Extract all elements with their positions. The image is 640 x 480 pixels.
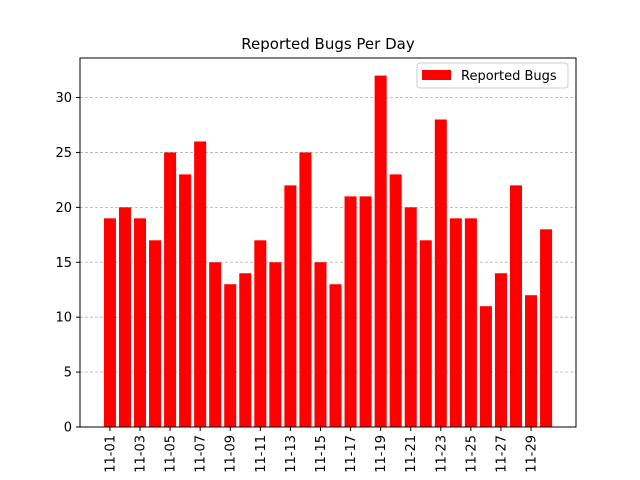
plot-frame [79,57,577,428]
bar-11-07 [194,141,207,427]
legend: Reported Bugs [416,62,569,89]
bar-11-29 [525,295,538,427]
bar-11-22 [419,240,432,427]
bar-11-04 [149,240,162,427]
bar-11-26 [479,306,492,427]
x-tick-label: 11-11 [254,435,269,473]
y-tick-label: 15 [55,256,72,271]
x-tick-label: 11-25 [464,435,479,473]
bar-11-18 [359,196,372,427]
x-tick-label: 11-17 [344,435,359,473]
bar-11-09 [224,284,237,427]
bar-11-28 [509,185,523,427]
chart-title: Reported Bugs Per Day [241,35,415,53]
bar-11-30 [540,229,553,427]
y-tick-label: 25 [55,146,72,161]
x-tick-label: 11-15 [314,435,329,473]
bar-11-25 [464,218,477,427]
bar-11-27 [494,273,507,427]
y-tick-label: 5 [64,366,72,381]
bar-11-21 [404,207,417,427]
x-tick-label: 11-07 [194,435,209,473]
bar-11-11 [254,240,267,427]
bar-11-14 [299,152,312,428]
y-axis: 0 5 10 15 20 25 30 [55,91,80,436]
bar-11-23 [434,119,447,427]
legend-label: Reported Bugs [461,69,557,84]
x-tick-label: 11-19 [374,435,389,473]
x-tick-label: 11-13 [284,435,299,473]
bar-11-15 [314,262,327,427]
x-tick-label: 11-03 [134,435,149,473]
y-tick-label: 10 [55,311,72,326]
x-tick-label: 11-21 [404,435,419,473]
x-axis: 11-01 11-03 11-05 11-07 11-09 11-11 11-13 11-15… [103,427,540,473]
x-tick-label: 11-27 [494,435,509,473]
bar-11-12 [269,262,282,427]
x-tick-label: 11-05 [164,435,179,473]
bar-11-24 [449,218,462,427]
bar-11-08 [209,262,222,427]
grid-lines [80,97,576,373]
bar-11-03 [133,218,147,427]
x-tick-label: 11-29 [525,435,540,473]
bar-11-05 [164,152,177,428]
y-tick-label: 30 [55,91,72,106]
x-tick-label: 11-09 [224,435,239,473]
bar-11-16 [329,284,342,427]
bar-11-20 [389,174,402,427]
x-tick-label: 11-01 [103,435,118,473]
y-tick-label: 20 [55,201,72,216]
bar-11-06 [179,174,192,427]
y-tick-label: 0 [64,421,72,436]
bar-11-13 [284,185,297,427]
bars [103,75,553,428]
legend-swatch [422,70,451,80]
bar-11-01 [103,218,116,427]
bar-11-02 [118,207,131,427]
legend-box [416,62,569,89]
bar-11-17 [344,196,357,427]
bar-11-19 [374,75,387,428]
x-tick-label: 11-23 [434,435,449,473]
bar-11-10 [239,273,252,427]
